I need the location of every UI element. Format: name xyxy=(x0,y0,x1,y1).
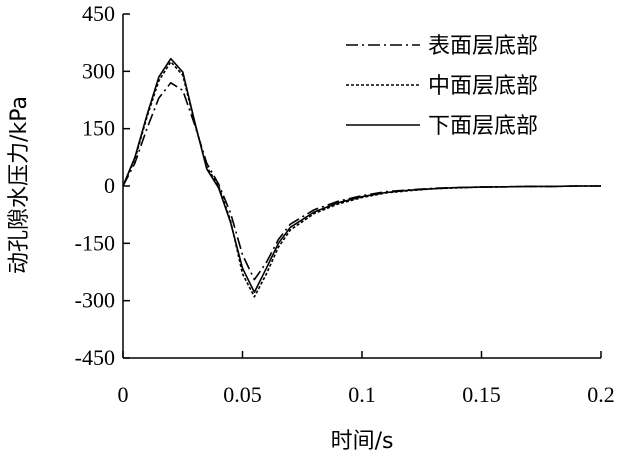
y-tick-label: 450 xyxy=(82,1,115,26)
x-tick-label: 0.2 xyxy=(587,382,615,407)
x-tick-label: 0 xyxy=(118,382,129,407)
legend-label: 中面层底部 xyxy=(428,74,538,99)
series-line-3 xyxy=(122,57,601,294)
x-axis-label: 时间/s xyxy=(331,429,394,454)
x-tick-label: 0.05 xyxy=(223,382,262,407)
y-tick-label: 300 xyxy=(82,58,115,83)
y-tick-label: -150 xyxy=(75,230,115,255)
y-tick-label: 0 xyxy=(104,173,115,198)
legend-label: 下面层底部 xyxy=(428,114,538,139)
x-tick-label: 0.15 xyxy=(462,382,501,407)
y-tick-label: -300 xyxy=(75,288,115,313)
y-tick-label: 150 xyxy=(82,116,115,141)
y-axis-label: 动孔隙水压力/kPa xyxy=(7,96,32,274)
series-line-1 xyxy=(122,82,601,281)
x-tick-label: 0.1 xyxy=(348,382,376,407)
series-line-2 xyxy=(122,60,601,298)
y-tick-label: -450 xyxy=(75,345,115,370)
y-axis-ticks: 450 300 150 0 -150 -300 -450 xyxy=(75,1,130,370)
legend-label: 表面层底部 xyxy=(428,34,538,59)
x-axis-ticks: 0 0.05 0.1 0.15 0.2 xyxy=(118,351,615,407)
series-layer xyxy=(122,57,601,298)
